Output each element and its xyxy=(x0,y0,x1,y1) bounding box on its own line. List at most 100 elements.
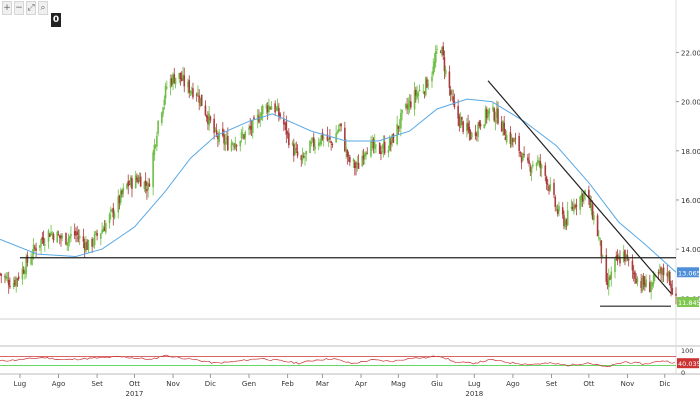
candle-body xyxy=(131,178,133,189)
candle-body xyxy=(383,141,386,154)
candle-body xyxy=(136,177,138,180)
candle-body xyxy=(301,154,304,161)
candle xyxy=(642,273,645,290)
candle xyxy=(39,245,41,251)
candle xyxy=(449,86,452,102)
candle-body xyxy=(580,195,583,200)
candle-body xyxy=(174,77,177,85)
candle-body xyxy=(22,269,25,274)
candle xyxy=(144,172,147,194)
candle-body xyxy=(265,104,268,109)
candle-body xyxy=(5,276,8,279)
candle-body xyxy=(0,273,3,276)
candle xyxy=(224,134,227,152)
candle xyxy=(505,130,508,145)
candle-body xyxy=(295,148,298,150)
candle-body xyxy=(21,268,24,280)
candle xyxy=(156,131,158,152)
candle xyxy=(380,145,382,161)
candle xyxy=(232,141,234,146)
candle-body xyxy=(382,143,385,150)
candle-body xyxy=(361,155,364,167)
candle-body xyxy=(294,148,296,155)
candle xyxy=(34,244,36,251)
candle xyxy=(596,213,599,237)
candle xyxy=(662,263,665,283)
candle xyxy=(223,129,225,151)
candle-body xyxy=(91,238,93,247)
candle xyxy=(581,192,584,208)
candle xyxy=(573,198,575,215)
candle xyxy=(357,154,360,169)
candle-body xyxy=(477,124,479,137)
candle-body xyxy=(127,180,130,187)
candle xyxy=(188,75,191,99)
candle-body xyxy=(494,119,497,123)
zoom-in-button[interactable]: + xyxy=(2,1,12,15)
candle-body xyxy=(457,106,459,119)
candle xyxy=(416,85,418,100)
candle xyxy=(635,273,637,284)
candle-body xyxy=(513,139,515,143)
candle-body xyxy=(312,137,315,147)
fit-button[interactable]: ⤢ xyxy=(26,1,36,15)
candle-body xyxy=(128,184,131,186)
candle-body xyxy=(422,91,425,93)
candle xyxy=(345,139,347,159)
candle xyxy=(244,130,247,145)
candle-body xyxy=(645,279,647,287)
zoom-out-button[interactable]: − xyxy=(14,1,24,15)
candle xyxy=(288,128,290,149)
candle-body xyxy=(373,142,376,149)
candle xyxy=(622,244,625,263)
candle-body xyxy=(25,257,27,275)
candle xyxy=(314,139,316,154)
candle-body xyxy=(442,46,444,56)
candle xyxy=(300,154,303,167)
candle xyxy=(178,72,181,84)
candle-body xyxy=(153,144,156,155)
candle xyxy=(494,111,497,131)
search-button[interactable]: ⌕ xyxy=(38,1,48,15)
candle-body xyxy=(529,166,532,172)
candle-body xyxy=(224,141,227,145)
candle-body xyxy=(205,115,208,118)
candle-body xyxy=(259,119,261,121)
candle-body xyxy=(173,74,176,84)
candle-body xyxy=(66,242,69,246)
candle xyxy=(514,132,517,145)
candle xyxy=(448,65,451,96)
candle xyxy=(311,137,314,143)
candle-body xyxy=(556,209,559,214)
candle xyxy=(187,78,189,94)
candle xyxy=(439,49,442,54)
candle xyxy=(284,122,286,130)
year-label: 2018 xyxy=(465,390,483,398)
candle-body xyxy=(200,94,203,106)
candle xyxy=(591,200,594,221)
candle xyxy=(148,178,151,188)
candle xyxy=(295,141,298,153)
candle-body xyxy=(563,214,565,227)
candle xyxy=(584,189,586,201)
candle-body xyxy=(58,235,61,238)
candle-body xyxy=(581,193,584,202)
candle-body xyxy=(545,176,548,184)
candle-body xyxy=(241,134,244,136)
candle-body xyxy=(34,247,36,249)
candle xyxy=(523,146,525,158)
candle xyxy=(580,190,583,207)
candle xyxy=(469,129,472,141)
candle xyxy=(14,276,16,287)
candle xyxy=(347,151,350,162)
candle-body xyxy=(179,72,182,79)
candle-body xyxy=(418,89,421,92)
candle-body xyxy=(372,139,375,149)
last-value-tag-box xyxy=(677,267,699,278)
candle-body xyxy=(183,75,186,87)
candle xyxy=(371,135,374,151)
candle-body xyxy=(9,285,11,288)
candle-body xyxy=(468,126,471,133)
candle-body xyxy=(493,108,496,121)
